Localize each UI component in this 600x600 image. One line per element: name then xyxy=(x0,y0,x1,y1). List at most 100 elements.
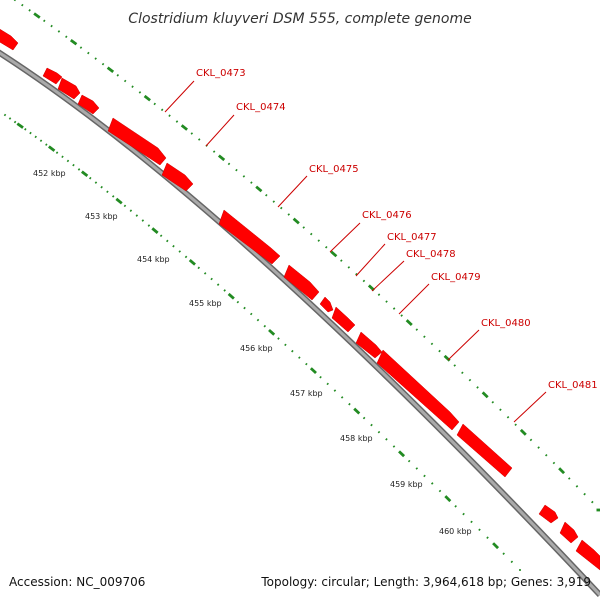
major-tick xyxy=(255,185,263,193)
minor-dot xyxy=(227,162,231,166)
gene-label[interactable]: CKL_0479 xyxy=(431,272,481,283)
gene-labels: CKL_0473 CKL_0474 CKL_0475 CKL_0476 CKL_… xyxy=(196,68,598,391)
gene-label[interactable]: CKL_0478 xyxy=(406,249,456,260)
minor-dot xyxy=(377,293,381,296)
minor-dot xyxy=(305,362,308,366)
minor-dot xyxy=(166,239,169,243)
minor-dot xyxy=(235,168,238,172)
major-tick xyxy=(398,450,406,458)
major-tick xyxy=(309,367,317,375)
gene-label[interactable]: CKL_0480 xyxy=(481,318,531,329)
major-tick xyxy=(48,145,56,152)
minor-dot xyxy=(277,337,280,340)
minor-dot xyxy=(362,279,366,283)
minor-dot xyxy=(61,155,64,159)
minor-dot xyxy=(147,224,151,227)
gene-callout-line xyxy=(329,222,361,253)
minor-dot xyxy=(3,113,7,117)
gene-feature[interactable] xyxy=(331,306,356,333)
gene-feature[interactable] xyxy=(57,77,81,100)
minor-dot xyxy=(131,85,134,88)
minor-dot xyxy=(94,57,97,60)
gene-feature[interactable] xyxy=(283,264,320,301)
major-tick xyxy=(353,407,361,415)
gene-feature[interactable] xyxy=(218,209,281,265)
major-tick xyxy=(16,122,24,129)
minor-dot xyxy=(430,342,434,346)
gene-feature[interactable] xyxy=(77,94,100,115)
minor-dot xyxy=(575,485,579,488)
minor-dot xyxy=(66,159,70,163)
minor-dot xyxy=(529,438,533,442)
gene-callout-line xyxy=(277,175,308,208)
major-tick xyxy=(80,170,89,178)
minor-dot xyxy=(153,102,156,106)
major-tick xyxy=(69,38,78,46)
accession-text: Accession: NC_009706 xyxy=(9,575,145,589)
gene-label[interactable]: CKL_0481 xyxy=(548,380,598,391)
gene-feature[interactable] xyxy=(376,349,460,431)
major-tick xyxy=(558,467,566,475)
minor-dot xyxy=(79,46,83,49)
outer-dotted-track xyxy=(13,0,600,512)
gene-feature[interactable] xyxy=(355,331,383,359)
minor-dot xyxy=(506,415,510,419)
gene-feature[interactable] xyxy=(319,296,334,313)
major-tick xyxy=(443,354,451,362)
gene-label[interactable]: CKL_0476 xyxy=(362,210,412,221)
minor-dot xyxy=(203,272,207,275)
minor-dot xyxy=(210,277,213,281)
minor-dot xyxy=(302,226,306,229)
gene-label[interactable]: CKL_0474 xyxy=(236,102,286,113)
gene-features xyxy=(0,28,600,571)
map-title: Clostridium kluyveri DSM 555, complete g… xyxy=(128,11,471,27)
minor-dot xyxy=(423,474,426,478)
minor-dot xyxy=(175,120,179,123)
gene-label[interactable]: CKL_0473 xyxy=(196,68,246,79)
minor-dot xyxy=(159,234,163,238)
gene-feature[interactable] xyxy=(538,504,559,524)
minor-dot xyxy=(34,135,37,139)
minor-dot xyxy=(438,349,441,353)
minor-dot xyxy=(348,402,351,406)
minor-dot xyxy=(272,200,276,203)
gene-feature[interactable] xyxy=(0,28,19,51)
gene-feature[interactable] xyxy=(559,521,579,544)
minor-dot xyxy=(510,560,514,564)
minor-dot xyxy=(502,552,505,555)
gene-label[interactable]: CKL_0477 xyxy=(387,232,437,243)
minor-dot xyxy=(50,24,53,28)
major-tick xyxy=(33,12,41,19)
major-tick xyxy=(292,217,300,225)
major-tick xyxy=(180,124,188,131)
minor-dot xyxy=(430,482,434,485)
gene-label[interactable]: CKL_0475 xyxy=(309,164,359,175)
inner-dotted-track xyxy=(3,113,521,571)
minor-dot xyxy=(309,232,313,236)
minor-dot xyxy=(129,209,133,212)
gene-feature[interactable] xyxy=(161,162,194,192)
minor-dot xyxy=(116,74,120,77)
minor-dot xyxy=(263,324,267,328)
minor-dot xyxy=(486,536,489,539)
minor-dot xyxy=(415,328,419,331)
minor-dot xyxy=(461,371,464,375)
minor-dot xyxy=(591,500,594,504)
minor-dot xyxy=(178,250,181,253)
minor-dot xyxy=(100,185,103,189)
scale-tick-label: 453 kbp xyxy=(85,212,118,221)
major-tick xyxy=(115,197,123,205)
gene-feature[interactable] xyxy=(42,67,63,85)
gene-feature[interactable] xyxy=(107,117,167,166)
minor-dot xyxy=(385,438,388,441)
minor-dot xyxy=(462,512,465,516)
minor-dot xyxy=(519,569,521,571)
gene-feature[interactable] xyxy=(575,539,600,571)
minor-dot xyxy=(87,51,90,55)
minor-dot xyxy=(407,459,411,463)
minor-dot xyxy=(476,386,479,389)
gene-feature[interactable] xyxy=(456,423,513,478)
minor-dot xyxy=(392,307,396,310)
major-tick xyxy=(492,542,500,550)
major-tick xyxy=(367,284,375,292)
